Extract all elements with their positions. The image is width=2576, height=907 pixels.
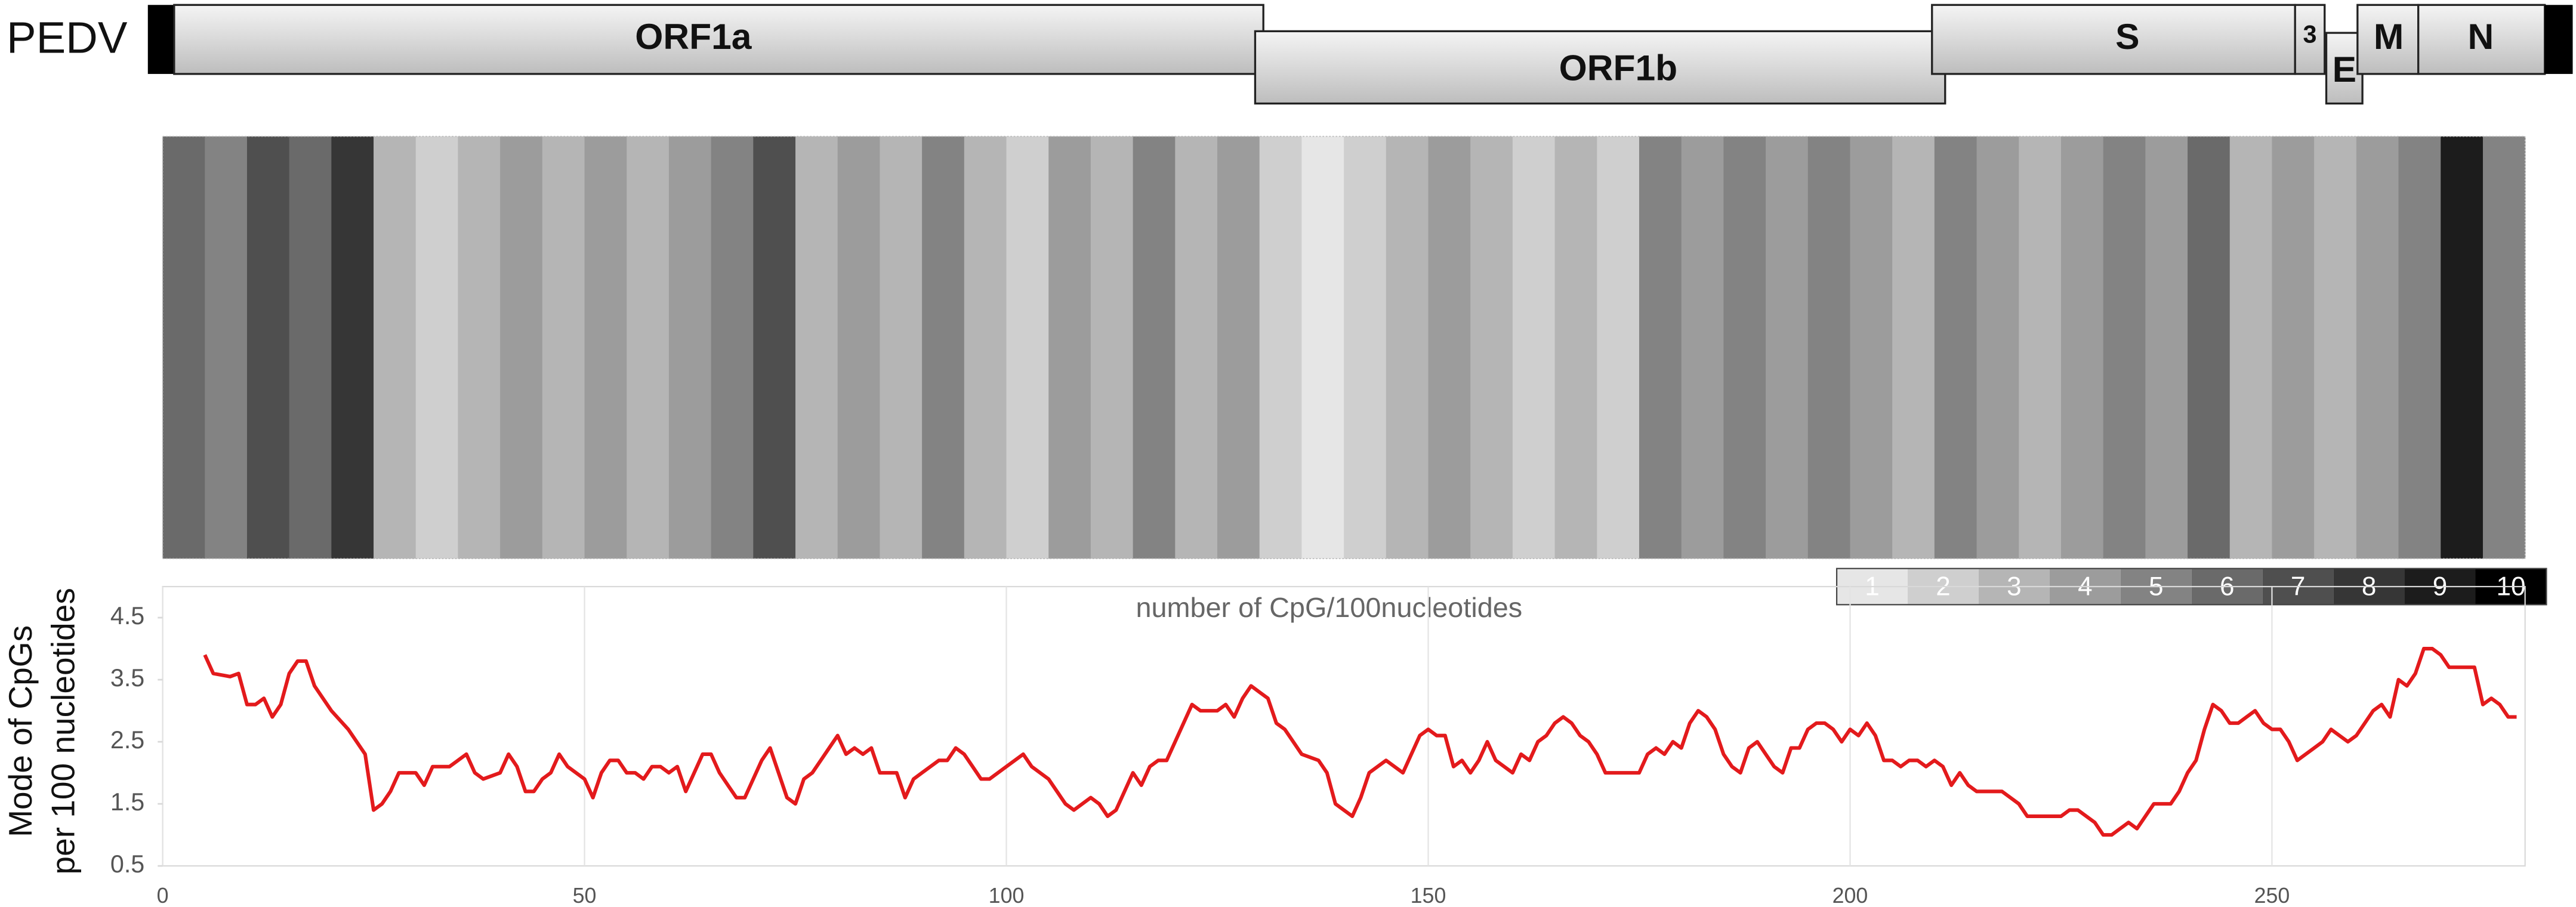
heatmap-column (1766, 136, 1809, 559)
heatmap-column (1681, 136, 1724, 559)
heatmap-column (2019, 136, 2062, 559)
gene-label: ORF1b (1559, 47, 1678, 88)
heatmap-column (795, 136, 838, 559)
y-tick-label: 2.5 (110, 726, 144, 754)
heatmap-column (1344, 136, 1387, 559)
heatmap-frame (162, 135, 2526, 560)
colorbar-title: number of CpG/100nucleotides (1136, 592, 1522, 623)
heatmap-column (1386, 136, 1429, 559)
heatmap-column (2060, 136, 2104, 559)
heatmap-column (1217, 136, 1260, 559)
y-tick-label: 1.5 (110, 788, 144, 816)
heatmap-column (1133, 136, 1176, 559)
genome-end (147, 5, 174, 74)
heatmap-column (374, 136, 417, 559)
heatmap-column (668, 136, 712, 559)
heatmap-column (1976, 136, 2020, 559)
x-tick-label: 100 (989, 884, 1025, 907)
heatmap-column (584, 136, 628, 559)
heatmap-column (837, 136, 881, 559)
heatmap-column (542, 136, 585, 559)
gene-label: M (2374, 16, 2404, 57)
heatmap-column (458, 136, 501, 559)
heatmap-column (922, 136, 965, 559)
y-tick-label: 0.5 (110, 850, 144, 878)
heatmap-column (2314, 136, 2357, 559)
x-tick-label: 50 (573, 884, 597, 907)
heatmap-column (2356, 136, 2399, 559)
heatmap-column (1723, 136, 1766, 559)
gene-label: E (2333, 49, 2356, 90)
virus-name: PEDV (7, 13, 128, 62)
heatmap-column (2145, 136, 2188, 559)
gene-box (173, 4, 1264, 75)
heatmap-column (289, 136, 332, 559)
heatmap-column (2441, 136, 2484, 559)
heatmap-column (205, 136, 248, 559)
heatmap-column (1048, 136, 1091, 559)
data-line (203, 647, 2517, 837)
heatmap-column (331, 136, 374, 559)
heatmap-column (415, 136, 459, 559)
x-tick-label: 150 (1411, 884, 1446, 907)
heatmap-column (1934, 136, 1977, 559)
heatmap-column (1807, 136, 1851, 559)
heatmap-column (1175, 136, 1218, 559)
gene-box (2417, 4, 2546, 75)
heatmap-column (2188, 136, 2231, 559)
heatmap-column (1639, 136, 1682, 559)
heatmap-column (1850, 136, 1893, 559)
gene-box (1931, 4, 2296, 75)
heatmap-column (162, 136, 206, 559)
gene-label: 3 (2303, 20, 2316, 48)
heatmap-column (1301, 136, 1344, 559)
heatmap-column (500, 136, 543, 559)
plot-frame (162, 585, 2526, 867)
heatmap-column (1554, 136, 1598, 559)
x-tick-label: 200 (1832, 884, 1868, 907)
gene-label: S (2115, 16, 2139, 57)
x-tick-label: 250 (2254, 884, 2290, 907)
heatmap-column (1259, 136, 1303, 559)
x-tick-label: 0 (157, 884, 169, 907)
heatmap-column (1428, 136, 1471, 559)
gene-box (2294, 4, 2326, 75)
y-tick-label: 3.5 (110, 664, 144, 692)
heatmap-column (1512, 136, 1556, 559)
heatmap-column (2103, 136, 2146, 559)
heatmap-column (2229, 136, 2273, 559)
heatmap-column (246, 136, 290, 559)
heatmap-column (1892, 136, 1935, 559)
gene-label: N (2467, 16, 2494, 57)
heatmap-column (2398, 136, 2442, 559)
gene-box (2356, 4, 2420, 75)
heatmap-column (627, 136, 670, 559)
heatmap-column (753, 136, 796, 559)
heatmap-column (711, 136, 754, 559)
genome-end (2544, 5, 2573, 74)
heatmap-column (1090, 136, 1134, 559)
heatmap-column (2272, 136, 2315, 559)
heatmap-column (964, 136, 1007, 559)
heatmap-column (880, 136, 923, 559)
genome-map: PEDV ORF1a ORF1b S 3 E M N (7, 4, 2573, 105)
y-axis-title: per 100 nucleotides (45, 588, 82, 875)
heatmap-column (1006, 136, 1050, 559)
heatmap-column (2482, 136, 2526, 559)
gene-label: ORF1a (635, 16, 752, 57)
y-tick-label: 4.5 (110, 602, 144, 630)
gene-box (1254, 30, 1946, 105)
y-axis-title: Mode of CpGs (2, 625, 39, 837)
heatmap-column (1470, 136, 1513, 559)
heatmap-column (1597, 136, 1640, 559)
